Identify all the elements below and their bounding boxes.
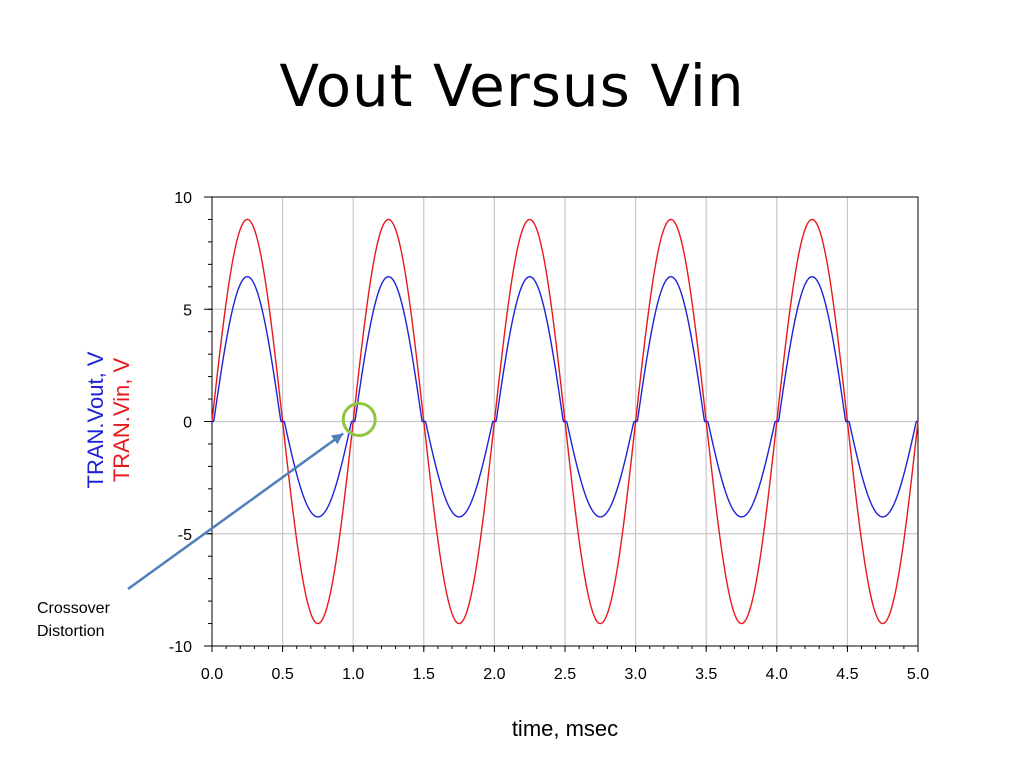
x-tick-label: 1.5: [413, 666, 435, 683]
x-tick-label: 3.5: [695, 666, 717, 683]
crossover-circle-marker: [341, 402, 377, 437]
y-tick-label: -5: [178, 527, 192, 544]
x-tick-label: 2.5: [554, 666, 576, 683]
y-axis-title-vin: TRAN.Vin, V: [109, 358, 134, 483]
y-axis: 10 5 0 -5 -10: [169, 190, 212, 656]
y-tick-label: -10: [169, 639, 192, 656]
series-line-vout: [212, 275, 918, 518]
annotation-arrow: [127, 432, 344, 591]
crossover-annotation: Crossover Distortion: [37, 402, 377, 640]
y-tick-label: 0: [183, 415, 192, 432]
x-tick-label: 0.5: [271, 666, 293, 683]
x-axis-title: time, msec: [512, 716, 618, 741]
x-tick-label: 3.0: [624, 666, 646, 683]
y-tick-label: 5: [183, 302, 192, 319]
x-tick-label: 4.0: [766, 666, 788, 683]
annotation-label-line2: Distortion: [37, 623, 105, 640]
x-axis: 0.0 0.5 1.0 1.5 2.0 2.5 3.0 3.5 4.0 4.5 5.0: [201, 646, 929, 683]
y-tick-label: 10: [174, 190, 192, 207]
series-layer: [211, 218, 919, 625]
x-tick-label: 1.0: [342, 666, 364, 683]
y-axis-title-vout: TRAN.Vout, V: [83, 351, 108, 488]
x-tick-label: 5.0: [907, 666, 929, 683]
annotation-label-line1: Crossover: [37, 600, 111, 617]
x-tick-label: 0.0: [201, 666, 223, 683]
annotation-arrowhead: [331, 433, 344, 445]
x-tick-label: 4.5: [836, 666, 858, 683]
page-title: Vout Versus Vin: [279, 52, 745, 120]
x-tick-label: 2.0: [483, 666, 505, 683]
